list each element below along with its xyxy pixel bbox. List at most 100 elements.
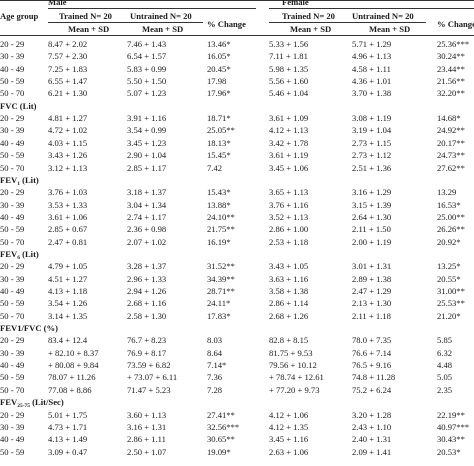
cell-trained-mean: 3.76 + 1.03 xyxy=(48,187,88,198)
cell-age-group: 50 - 70 xyxy=(0,384,25,395)
header-mean-sd-untrained-female: Mean + SD xyxy=(369,24,411,34)
table-row: 30 - 39 4.51 + 1.27 2.96 + 1.33 34.39** 3.63… xyxy=(0,273,474,285)
cell-pct-change-female: 32.20** xyxy=(437,88,465,99)
cell-untrained-mean-female: 5.71 + 1.29 xyxy=(352,39,392,49)
cell-untrained-mean: 6.54 + 1.57 xyxy=(127,51,167,62)
cell-trained-mean: 83.4 + 12.4 xyxy=(48,335,88,346)
cell-trained-mean: 4.51 + 1.27 xyxy=(48,273,88,284)
cell-untrained-mean-female: 76.5 + 9.16 xyxy=(352,360,392,371)
cell-age-group: 20 - 29 xyxy=(0,39,25,49)
cell-pct-change-female: 6.32 xyxy=(437,347,453,358)
cell-pct-change: 8.64 xyxy=(207,347,223,358)
table-row: 30 - 39 + 82.10 + 8.37 76.9 + 8.17 8.64 81.7… xyxy=(0,347,474,359)
section-label: FEV1/FVC (%) xyxy=(0,323,58,334)
header-female: Female xyxy=(282,0,309,7)
cell-untrained-mean-female: 76.6 + 7.14 xyxy=(352,347,392,358)
cell-untrained-mean-female: 2.13 + 1.30 xyxy=(352,298,392,309)
cell-trained-mean: 4.81 + 1.27 xyxy=(48,113,88,124)
cell-trained-mean: 4.13 + 1.18 xyxy=(48,286,88,296)
cell-trained-mean: 3.54 + 1.26 xyxy=(48,298,88,309)
cell-trained-mean-female: 2.86 + 1.00 xyxy=(269,224,309,235)
table-row: 20 - 29 8.47 + 2.02 7.46 + 1.43 13.46* 5.33 … xyxy=(0,38,474,50)
cell-pct-change-female: 20.53* xyxy=(437,446,461,457)
cell-pct-change: 32.56*** xyxy=(207,421,240,432)
cell-trained-mean: 4.13 + 1.49 xyxy=(48,434,88,445)
cell-trained-mean-female: 2.86 + 1.14 xyxy=(269,298,309,309)
cell-age-group: 50 - 59 xyxy=(0,446,25,457)
cell-untrained-mean: 73.59 + 6.82 xyxy=(127,360,171,371)
male-rule xyxy=(48,8,256,9)
top-rule xyxy=(0,0,474,1)
cell-pct-change: 7.28 xyxy=(207,384,223,395)
cell-trained-mean: 7.57 + 2.30 xyxy=(48,51,88,62)
table-row: 20 - 29 4.79 + 1.05 3.28 + 1.37 31.52** 3.43… xyxy=(0,260,474,272)
cell-untrained-mean-female: 4.96 + 1.13 xyxy=(352,51,392,62)
cell-untrained-mean-female: 75.2 + 6.24 xyxy=(352,384,392,395)
cell-trained-mean-female: 4.12 + 1.35 xyxy=(269,421,309,432)
cell-trained-mean-female: 82.8 + 8.15 xyxy=(269,335,309,346)
cell-trained-mean: 3.12 + 1.13 xyxy=(48,162,88,173)
cell-trained-mean-female: 3.63 + 1.16 xyxy=(269,273,309,284)
cell-age-group: 20 - 29 xyxy=(0,113,25,124)
cell-pct-change: 21.75** xyxy=(207,224,235,235)
header-male: Male xyxy=(48,0,67,7)
female-rule xyxy=(269,8,474,9)
cell-untrained-mean: 2.58 + 1.30 xyxy=(127,310,167,321)
cell-trained-mean-female: 3.76 + 1.16 xyxy=(269,199,309,210)
cell-trained-mean-female: 3.58 + 1.38 xyxy=(269,286,309,296)
cell-age-group: 40 - 49 xyxy=(0,360,25,371)
section-header: FEV1/FVC (%) xyxy=(0,322,474,334)
cell-age-group: 50 - 70 xyxy=(0,236,25,247)
cell-pct-change: 27.41** xyxy=(207,409,235,420)
table-row: 50 - 70 77.08 + 8.86 71.47 + 5.23 7.28 + 77.… xyxy=(0,384,474,396)
section-header: FEV25-75 (Lit/Sec) xyxy=(0,396,474,409)
cell-untrained-mean-female: 2.73 + 1.15 xyxy=(352,137,392,148)
cell-trained-mean-female: 81.75 + 9.53 xyxy=(269,347,313,358)
cell-trained-mean: 78.07 + 11.26 xyxy=(48,372,96,383)
cell-pct-change: 19.09* xyxy=(207,446,231,457)
table-row: 50 - 70 3.12 + 1.13 2.85 + 1.17 7.42 3.45 + … xyxy=(0,162,474,174)
cell-trained-mean: 3.09 + 0.47 xyxy=(48,446,88,457)
cell-untrained-mean: 5.83 + 0.99 xyxy=(127,63,167,74)
cell-pct-change: 15.45* xyxy=(207,150,231,161)
cell-untrained-mean: 5.50 + 1.50 xyxy=(127,76,167,87)
section-label: FVC (Lit) xyxy=(0,100,37,111)
cell-untrained-mean: 71.47 + 5.23 xyxy=(127,384,171,395)
cell-age-group: 20 - 29 xyxy=(0,335,25,346)
cell-pct-change: 18.13* xyxy=(207,137,231,148)
cell-trained-mean-female: 3.45 + 1.16 xyxy=(269,434,309,445)
cell-trained-mean-female: 2.53 + 1.18 xyxy=(269,236,309,247)
cell-trained-mean-female: 3.61 + 1.09 xyxy=(269,113,309,124)
cell-age-group: 40 - 49 xyxy=(0,434,25,445)
cell-pct-change: 31.52** xyxy=(207,261,235,272)
cell-trained-mean-female: 3.42 + 1.78 xyxy=(269,137,309,148)
cell-pct-change: 25.05** xyxy=(207,125,235,136)
cell-untrained-mean-female: 3.70 + 1.38 xyxy=(352,88,392,99)
cell-pct-change: 24.11* xyxy=(207,298,231,309)
cell-untrained-mean-female: 3.01 + 1.31 xyxy=(352,261,392,272)
table-row: 40 - 49 + 80.08 + 9.84 73.59 + 6.82 7.14* 79… xyxy=(0,359,474,371)
cell-untrained-mean: 76.9 + 8.17 xyxy=(127,347,167,358)
cell-age-group: 50 - 59 xyxy=(0,372,25,383)
section-header: FVC (Lit) xyxy=(0,100,474,112)
cell-trained-mean: + 80.08 + 9.84 xyxy=(48,360,99,371)
header-trained-female: Trained N= 20 xyxy=(282,11,335,21)
cell-age-group: 30 - 39 xyxy=(0,51,25,62)
section-label: FEV1 (Lit) xyxy=(0,174,39,187)
header-mean-sd-untrained-male: Mean + SD xyxy=(142,24,184,34)
cell-pct-change: 15.43* xyxy=(207,187,231,198)
cell-pct-change-female: 25.53** xyxy=(437,298,465,309)
cell-pct-change: 7.14* xyxy=(207,360,227,371)
table-row: 30 - 39 4.73 + 1.71 3.16 + 1.31 32.56*** 4.1… xyxy=(0,421,474,433)
cell-trained-mean-female: 5.56 + 1.60 xyxy=(269,76,309,87)
header-bottom-rule xyxy=(0,35,474,36)
cell-pct-change-female: 23.44** xyxy=(437,63,465,74)
cell-pct-change: 18.71* xyxy=(207,113,231,124)
cell-untrained-mean: 3.28 + 1.37 xyxy=(127,261,167,272)
cell-untrained-mean-female: 2.47 + 1.29 xyxy=(352,286,392,296)
cell-trained-mean: 3.43 + 1.26 xyxy=(48,150,88,161)
cell-trained-mean-female: 4.12 + 1.06 xyxy=(269,409,309,420)
cell-trained-mean: 4.72 + 1.02 xyxy=(48,125,88,136)
cell-pct-change-female: 27.62** xyxy=(437,162,465,173)
cell-pct-change: 16.19* xyxy=(207,236,231,247)
